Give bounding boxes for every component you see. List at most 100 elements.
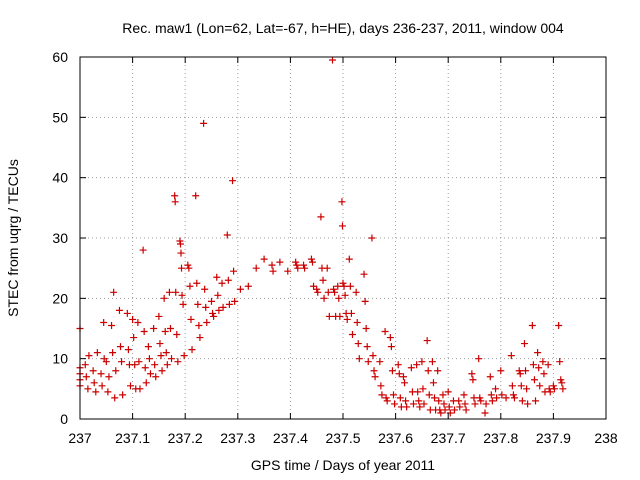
data-point xyxy=(415,397,423,405)
data-point xyxy=(389,391,397,399)
data-point xyxy=(431,394,439,402)
data-point xyxy=(446,409,454,417)
grid-lines xyxy=(80,57,606,419)
data-point xyxy=(187,315,195,323)
data-point xyxy=(498,391,506,399)
data-point xyxy=(131,361,139,369)
data-point xyxy=(539,358,547,366)
data-point xyxy=(559,385,567,393)
data-point xyxy=(214,291,222,299)
data-point xyxy=(162,349,170,357)
data-point xyxy=(508,382,516,390)
data-point xyxy=(141,364,149,372)
data-point xyxy=(89,367,97,375)
data-point xyxy=(516,370,524,378)
data-point xyxy=(345,255,353,263)
data-point xyxy=(82,373,90,381)
data-point xyxy=(314,288,322,296)
y-tick-label: 30 xyxy=(52,230,68,246)
data-point xyxy=(418,358,426,366)
data-point xyxy=(401,379,409,387)
data-point xyxy=(192,192,200,200)
data-point xyxy=(85,352,93,360)
data-point xyxy=(324,288,332,296)
data-point xyxy=(92,388,100,396)
data-point xyxy=(402,397,410,405)
data-point xyxy=(218,279,226,287)
data-point xyxy=(550,385,558,393)
data-point xyxy=(471,400,479,408)
data-point xyxy=(201,285,209,293)
data-point xyxy=(378,391,386,399)
data-point xyxy=(150,325,158,332)
data-point xyxy=(377,382,385,390)
data-point xyxy=(196,334,204,342)
data-point xyxy=(260,255,268,263)
data-point xyxy=(346,282,354,290)
data-point xyxy=(97,370,105,378)
x-tick-label: 237.5 xyxy=(325,430,360,446)
data-point xyxy=(231,297,239,305)
data-point xyxy=(382,394,390,402)
data-point xyxy=(215,306,223,314)
data-point xyxy=(301,264,309,272)
data-point xyxy=(200,119,208,127)
data-point xyxy=(158,367,166,375)
data-point xyxy=(509,391,517,399)
data-point xyxy=(161,328,169,336)
data-point xyxy=(284,267,292,275)
data-point xyxy=(423,337,431,345)
data-point xyxy=(134,318,142,326)
data-point xyxy=(180,352,188,360)
data-point xyxy=(476,394,484,402)
data-point xyxy=(130,334,138,342)
data-point xyxy=(111,394,119,402)
data-point xyxy=(403,403,411,411)
data-point xyxy=(151,361,159,369)
data-point xyxy=(319,276,327,284)
data-point xyxy=(387,343,395,351)
data-point xyxy=(202,303,210,311)
data-point xyxy=(152,373,160,381)
data-point xyxy=(330,285,338,293)
data-point xyxy=(219,303,227,311)
y-tick-label: 50 xyxy=(52,109,68,125)
data-point xyxy=(307,255,315,263)
data-point xyxy=(399,373,407,381)
data-point xyxy=(381,328,389,336)
data-point xyxy=(455,397,463,405)
data-point xyxy=(435,397,443,405)
data-point xyxy=(549,382,557,390)
data-point xyxy=(108,321,116,329)
data-point xyxy=(535,364,543,372)
data-point xyxy=(555,321,563,329)
data-point xyxy=(477,397,485,405)
data-point xyxy=(310,282,318,290)
data-point xyxy=(142,379,150,387)
y-tick-label: 10 xyxy=(52,351,68,367)
data-point xyxy=(437,409,445,417)
data-point xyxy=(172,288,180,296)
data-point xyxy=(126,382,134,390)
data-point xyxy=(522,367,530,375)
data-point xyxy=(208,297,215,305)
data-point xyxy=(528,321,536,329)
data-point xyxy=(110,288,118,296)
data-point xyxy=(347,309,355,317)
data-point xyxy=(518,397,526,405)
data-point xyxy=(166,325,174,332)
data-point xyxy=(361,297,369,305)
data-point xyxy=(343,315,351,323)
data-point xyxy=(225,300,233,308)
data-point xyxy=(558,379,566,387)
data-point xyxy=(488,397,496,405)
data-point xyxy=(112,367,120,375)
y-tick-label: 40 xyxy=(52,170,68,186)
data-point xyxy=(523,385,531,393)
data-point xyxy=(530,376,538,384)
data-point xyxy=(510,394,518,402)
data-point xyxy=(386,334,394,342)
data-point xyxy=(90,379,98,387)
data-point xyxy=(136,385,144,393)
x-tick-label: 237.1 xyxy=(115,430,150,446)
